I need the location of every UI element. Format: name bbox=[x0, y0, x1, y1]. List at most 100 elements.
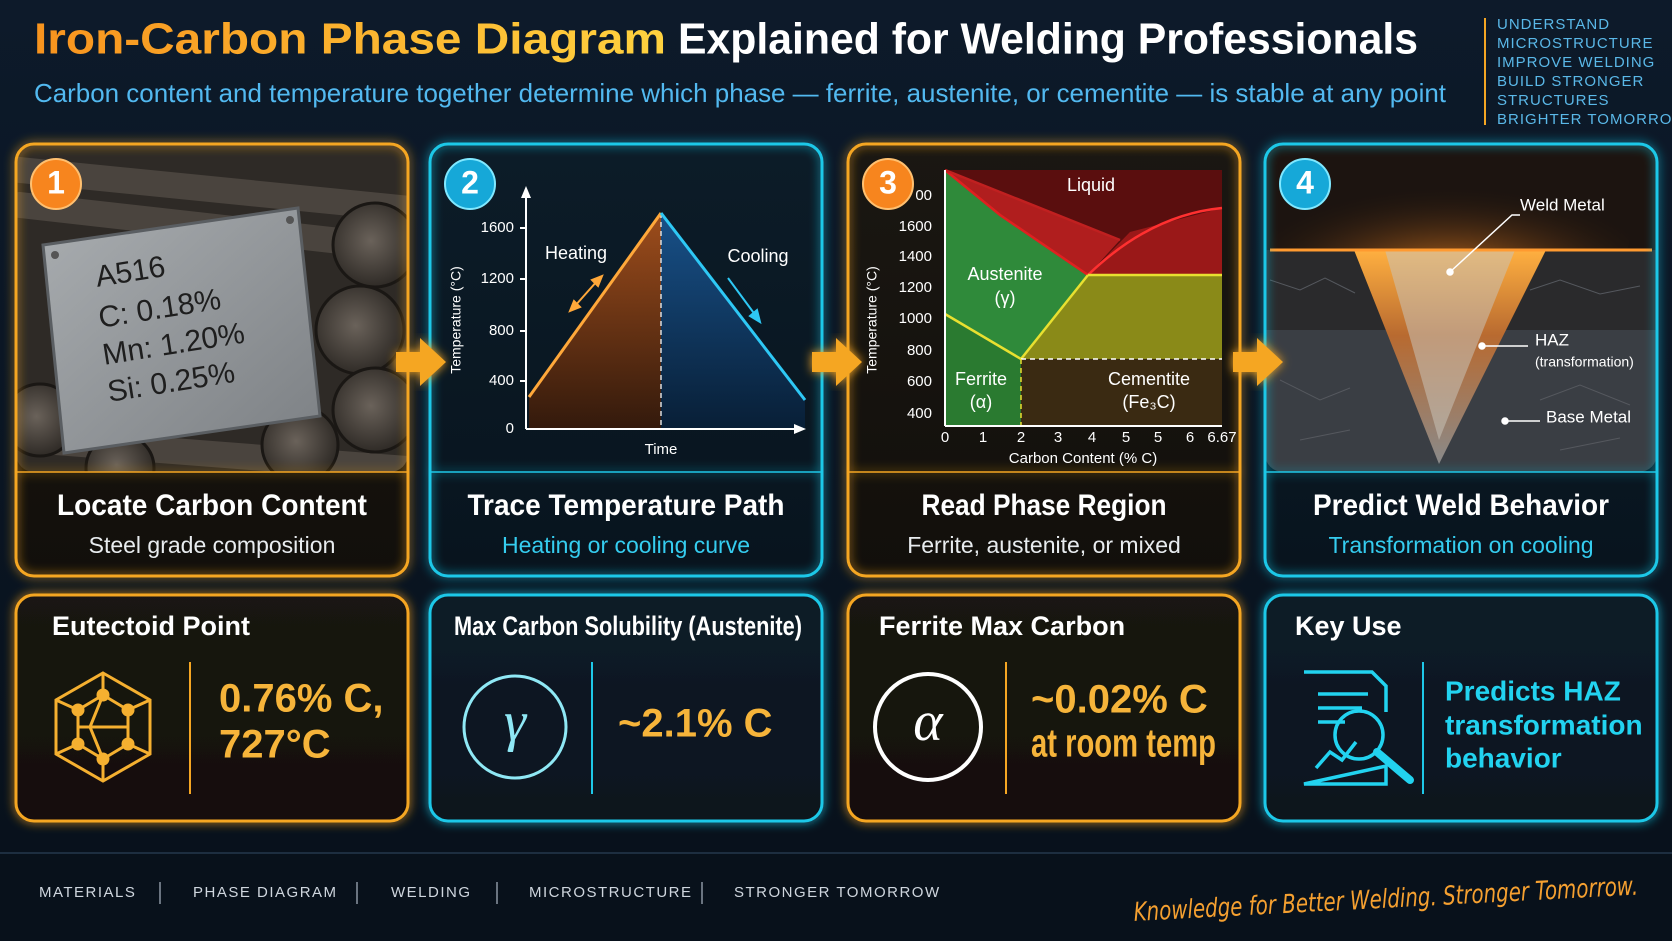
phase-diagram-part-part bbox=[944, 169, 1089, 277]
fact-cards-part bbox=[1263, 593, 1659, 823]
title-highlight: Iron-Carbon Phase Diagram bbox=[34, 15, 666, 64]
footer-band-part bbox=[159, 882, 703, 904]
step-title: Trace Temperature Path bbox=[468, 489, 785, 522]
crystal-icon-part bbox=[55, 673, 151, 781]
weld-cross-section-part-part bbox=[1446, 268, 1454, 276]
fact-title: Key Use bbox=[1295, 611, 1402, 641]
temperature-path-chart-part bbox=[661, 213, 805, 429]
weld-cross-section-part-part bbox=[1269, 277, 1641, 451]
title: Explained for Welding Professionals bbox=[678, 15, 1418, 64]
tagline-line: STRUCTURES bbox=[1497, 92, 1610, 109]
y-tick-label: 800 bbox=[489, 322, 514, 339]
footer-band bbox=[0, 852, 1672, 941]
step-badges bbox=[30, 158, 1331, 210]
y-tick-label: 00 bbox=[915, 187, 932, 204]
gamma-icon bbox=[462, 674, 568, 780]
phase-diagram-part-part bbox=[944, 168, 1121, 242]
x-axis-label: Carbon Content (% C) bbox=[1009, 450, 1157, 467]
y-tick-label: 400 bbox=[907, 405, 932, 422]
phase-diagram bbox=[944, 168, 1223, 427]
y-axis-label: Temperature (°C) bbox=[448, 266, 464, 374]
crystal-icon-part-part bbox=[71, 737, 85, 751]
temperature-path-chart-part bbox=[527, 212, 663, 398]
temperature-path-chart-part bbox=[521, 186, 531, 198]
subtitle: Carbon content and temperature together … bbox=[34, 78, 1447, 108]
fact-cards bbox=[14, 593, 1659, 823]
fact-value: transformation bbox=[1445, 709, 1643, 740]
step-subtitle: Steel grade composition bbox=[89, 532, 336, 558]
weld-label: (transformation) bbox=[1535, 354, 1634, 370]
y-tick-label: 600 bbox=[907, 373, 932, 390]
step-subtitle: Transformation on cooling bbox=[1328, 532, 1593, 558]
temperature-path-chart-part-part bbox=[727, 277, 757, 317]
tagline-line: IMPROVE WELDING bbox=[1497, 54, 1655, 71]
x-tick-label: 5 bbox=[1122, 429, 1130, 446]
region-label: Cementite bbox=[1108, 369, 1190, 389]
step-badges-part bbox=[444, 158, 496, 210]
x-tick-label: 6.67 bbox=[1207, 429, 1236, 446]
step-number: 1 bbox=[47, 164, 65, 200]
region-label: (α) bbox=[970, 392, 992, 412]
steel-plate-image bbox=[16, 144, 408, 472]
footer-tag: WELDING bbox=[391, 884, 472, 901]
crystal-icon-part-part bbox=[121, 703, 135, 717]
temperature-path-chart-part bbox=[794, 424, 806, 434]
temperature-path-chart-part bbox=[529, 213, 661, 429]
x-tick-label: 3 bbox=[1054, 429, 1062, 446]
steel-plate-image-part-part bbox=[16, 157, 408, 223]
temperature-path-chart-part bbox=[727, 277, 762, 325]
fact-title: Ferrite Max Carbon bbox=[879, 611, 1125, 641]
region-label: Liquid bbox=[1067, 175, 1115, 195]
footer-tag: PHASE DIAGRAM bbox=[193, 884, 338, 901]
x-tick-label: 6 bbox=[1186, 429, 1194, 446]
tagline-line: UNDERSTAND bbox=[1497, 16, 1610, 33]
report-icon-part bbox=[1373, 748, 1414, 784]
footer-band-part bbox=[0, 853, 1672, 941]
fact-value: Predicts HAZ bbox=[1445, 675, 1621, 706]
weld-label: Base Metal bbox=[1546, 407, 1631, 426]
weld-cross-section-part bbox=[1269, 277, 1641, 451]
temperature-path-chart-part-part bbox=[573, 279, 599, 308]
weld-cross-section-part-part bbox=[1478, 342, 1486, 350]
temperature-path-chart-part-part bbox=[590, 274, 604, 288]
x-tick-label: 0 bbox=[941, 429, 949, 446]
region-label: Austenite bbox=[967, 264, 1042, 284]
steel-plate-image-part bbox=[41, 206, 322, 455]
fact-value: 727°C bbox=[219, 723, 331, 767]
y-tick-label: 1200 bbox=[899, 279, 932, 296]
report-icon-part bbox=[1314, 692, 1368, 770]
phase-diagram-part bbox=[945, 170, 1120, 275]
steel-plate-image-part bbox=[51, 251, 59, 259]
fact-cards-part bbox=[428, 593, 824, 823]
y-tick-label: 1200 bbox=[481, 270, 514, 287]
y-tick-label: 1400 bbox=[899, 248, 932, 265]
flow-arrows bbox=[396, 338, 1283, 386]
step-badges-part bbox=[30, 158, 82, 210]
fact-title: Eutectoid Point bbox=[52, 611, 250, 641]
crystal-icon-part-part bbox=[71, 703, 85, 717]
temperature-path-chart-part bbox=[568, 274, 604, 313]
heating-label: Heating bbox=[545, 243, 607, 263]
weld-cross-section-part-part bbox=[1449, 214, 1520, 273]
step-subtitle: Heating or cooling curve bbox=[502, 532, 750, 558]
weld-cross-section bbox=[1265, 144, 1657, 472]
steel-plate-image-part bbox=[314, 284, 406, 376]
x-tick-label: 5 bbox=[1154, 429, 1162, 446]
fact-value: at room temp bbox=[1031, 722, 1216, 766]
step-title: Read Phase Region bbox=[922, 489, 1167, 522]
crystal-icon-part-part bbox=[96, 752, 110, 766]
temperature-path-chart bbox=[520, 186, 807, 434]
step-badges-part bbox=[862, 158, 914, 210]
x-tick-label: 4 bbox=[1088, 429, 1096, 446]
phase-diagram-part bbox=[945, 170, 1088, 359]
weld-cross-section-part-part bbox=[1501, 417, 1509, 425]
region-label: (γ) bbox=[995, 288, 1016, 308]
phase-diagram-part bbox=[945, 314, 1021, 426]
x-tick-label: 2 bbox=[1017, 429, 1025, 446]
crystal-icon-part bbox=[71, 688, 135, 766]
step-title: Predict Weld Behavior bbox=[1313, 489, 1609, 522]
steel-plate-image-part bbox=[331, 201, 408, 289]
fact-value: ~0.02% C bbox=[1031, 678, 1208, 722]
y-tick-label: 1600 bbox=[481, 219, 514, 236]
